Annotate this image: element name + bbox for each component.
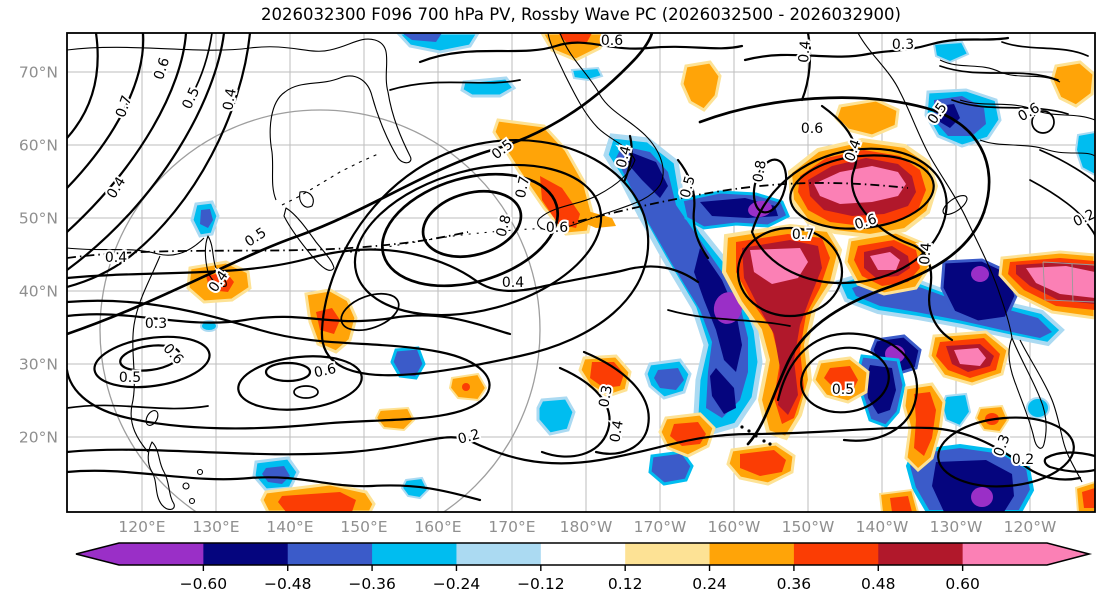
contour-label: 0.3 — [596, 384, 616, 409]
lon-tick-label: 120°E — [118, 518, 165, 536]
state-borders — [1042, 261, 1095, 303]
lon-tick-label: 150°E — [340, 518, 387, 536]
contour-label: 0.4 — [917, 242, 935, 266]
lat-tick-label: 70°N — [19, 64, 58, 82]
lon-tick-label: 130°W — [930, 518, 983, 536]
colorbar: −0.60 −0.48 −0.36 −0.24 −0.12 0.12 0.24 0.36 0.4… — [75, 542, 1093, 593]
colorbar-segment — [287, 543, 373, 565]
anomaly-fill-regions — [186, 33, 1095, 512]
colorbar-tick-label: 0.48 — [861, 575, 896, 593]
contour-lines — [67, 33, 1095, 502]
colorbar-tick-label: 0.24 — [692, 575, 727, 593]
colorbar-segment — [793, 543, 879, 565]
longitude-axis-labels: 120°E 130°E 140°E 150°E 160°E 170°E 180°W 170°W… — [118, 518, 1056, 536]
contour-label: 0.3 — [892, 37, 914, 53]
colorbar-segment — [203, 543, 289, 565]
contour-label: 0.6 — [801, 121, 823, 137]
lat-tick-label: 50°N — [19, 210, 58, 228]
lat-tick-label: 20°N — [19, 429, 58, 447]
contour-label: 0.4 — [220, 87, 240, 112]
contour-label: 0.6 — [601, 33, 623, 49]
contour-label: 0.8 — [750, 159, 770, 184]
great-circle-guide — [99, 109, 541, 512]
lon-tick-label: 160°W — [708, 518, 761, 536]
colorbar-segment — [372, 543, 458, 565]
contour-label: 0.2 — [1012, 452, 1034, 468]
lon-tick-label: 170°W — [634, 518, 687, 536]
contour-label: 0.4 — [607, 419, 627, 444]
colorbar-tick-label: −0.36 — [348, 575, 396, 593]
warm-anomaly-fills — [186, 33, 1095, 512]
contour-label: 0.4 — [502, 275, 524, 291]
lon-tick-label: 140°W — [856, 518, 909, 536]
lon-tick-label: 160°E — [414, 518, 461, 536]
lat-tick-label: 30°N — [19, 356, 58, 374]
contour-label: 0.5 — [119, 370, 141, 386]
colorbar-tick-label: 0.36 — [777, 575, 812, 593]
lat-tick-label: 40°N — [19, 283, 58, 301]
lon-tick-label: 170°E — [488, 518, 535, 536]
colorbar-tick-label: −0.24 — [433, 575, 481, 593]
colorbar-segment — [119, 543, 204, 565]
lon-tick-label: 140°E — [266, 518, 313, 536]
lon-tick-label: 180°W — [560, 518, 613, 536]
colorbar-extend-low — [76, 543, 119, 565]
colorbar-tick-label: −0.12 — [517, 575, 565, 593]
contour-label: 0.4 — [796, 40, 814, 64]
dash-dot-contour — [559, 182, 909, 227]
contour-label: 0.4 — [105, 250, 127, 266]
lon-tick-label: 120°W — [1004, 518, 1057, 536]
colorbar-segment — [962, 543, 1048, 565]
contour-label: 0.6 — [546, 220, 568, 236]
colorbar-segment — [878, 543, 964, 565]
colorbar-segment — [709, 543, 795, 565]
colorbar-segment — [625, 543, 711, 565]
colorbar-tick-label: 0.60 — [945, 575, 980, 593]
latitude-axis-labels: 70°N 60°N 50°N 40°N 30°N 20°N — [19, 64, 58, 447]
colorbar-segment — [456, 543, 542, 565]
colorbar-outline — [75, 542, 1093, 566]
colorbar-tick-label: −0.48 — [264, 575, 312, 593]
lon-tick-label: 150°W — [782, 518, 835, 536]
coastlines — [67, 33, 1095, 510]
contour-label: 0.5 — [832, 382, 854, 398]
lon-tick-label: 130°E — [192, 518, 239, 536]
map-frame — [66, 32, 1096, 513]
figure-title: 2026032300 F096 700 hPa PV, Rossby Wave … — [261, 5, 901, 24]
contour-label: 0.7 — [792, 227, 814, 243]
lat-tick-label: 60°N — [19, 137, 58, 155]
contour-label: 0.3 — [145, 316, 167, 332]
dash-dot-contour — [67, 231, 469, 259]
colorbar-segment — [540, 543, 626, 565]
colorbar-tick-label: 0.12 — [608, 575, 643, 593]
colorbar-tick-label: −0.60 — [180, 575, 228, 593]
colorbar-extend-high — [1047, 543, 1089, 565]
